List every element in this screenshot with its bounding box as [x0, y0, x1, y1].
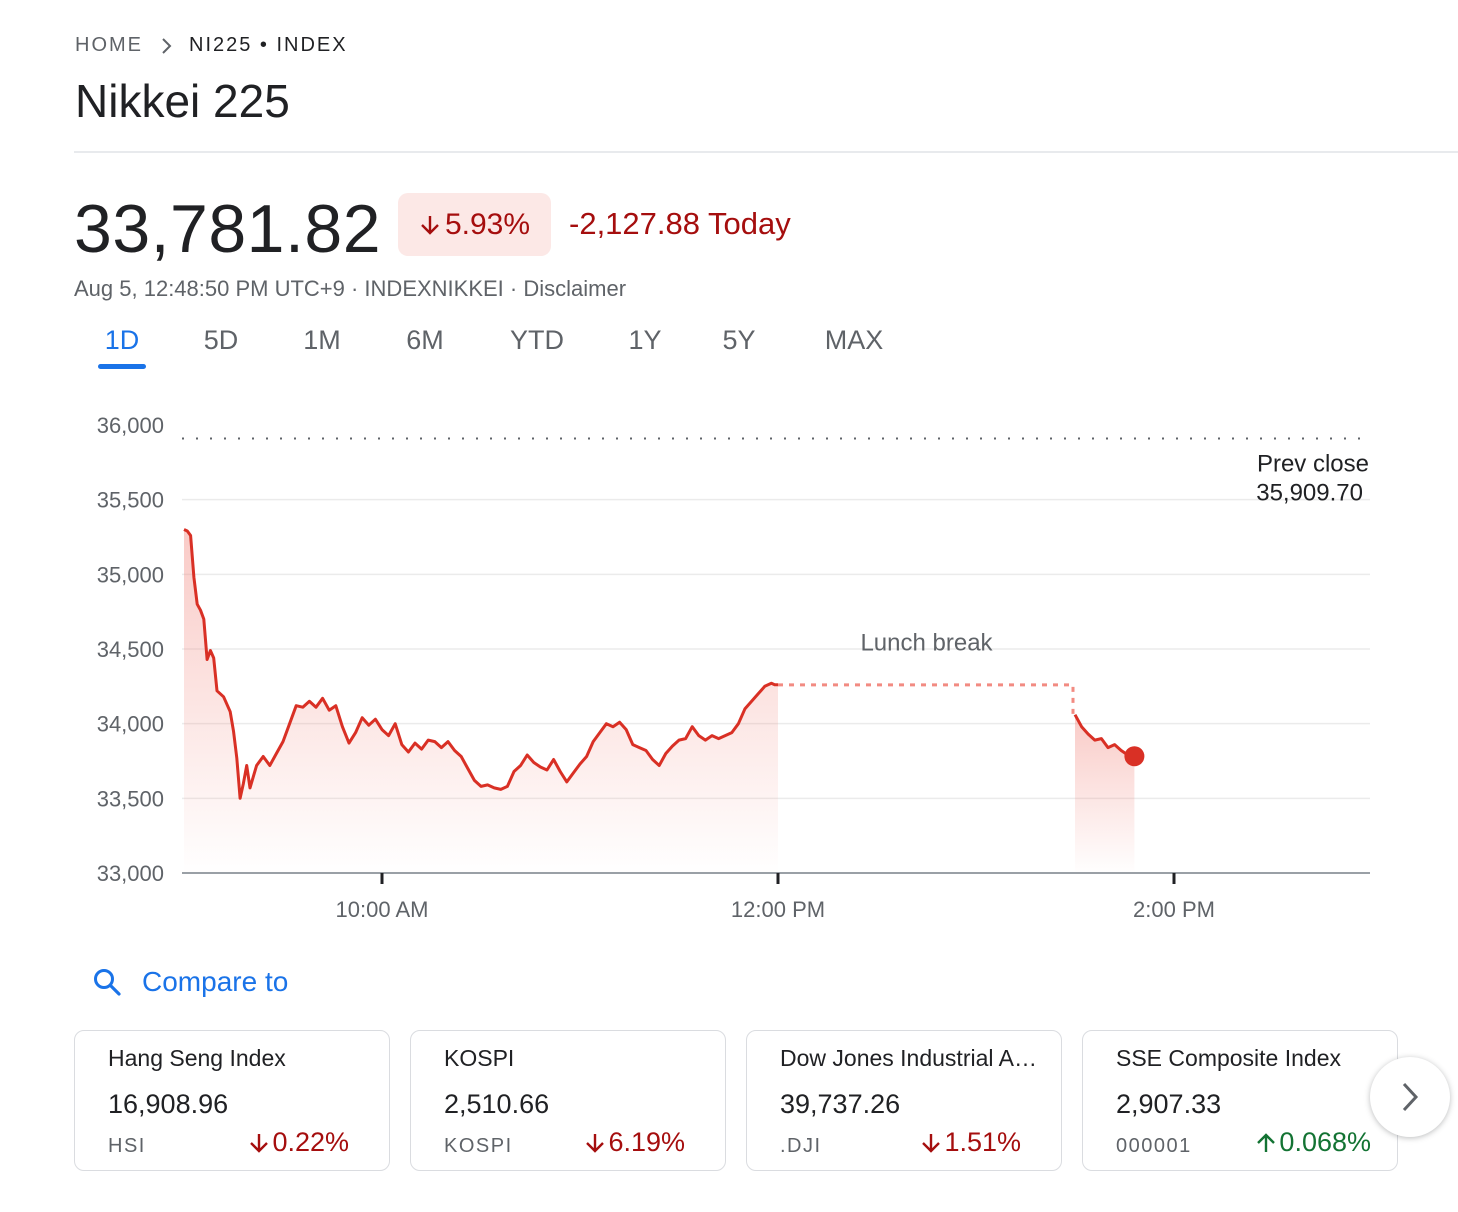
card-change-value: 6.19% [608, 1127, 685, 1157]
card-value: 2,907.33 [1116, 1089, 1222, 1119]
breadcrumb: HOME NI225 • INDEX [75, 34, 348, 57]
chevron-right-icon [159, 35, 175, 57]
next-button[interactable] [1370, 1057, 1450, 1137]
card-change: 0.068% [1255, 1127, 1371, 1158]
compare-to-label: Compare to [142, 966, 289, 997]
percent-change-badge: 5.93% [398, 193, 551, 256]
card-change-value: 1.51% [944, 1127, 1021, 1157]
percent-change-value: 5.93% [444, 207, 531, 241]
card-name: Hang Seng Index [108, 1045, 286, 1071]
tab-5d[interactable]: 5D [203, 325, 239, 355]
search-icon [94, 969, 121, 996]
arrow-down-icon [250, 1133, 269, 1153]
tab-5y[interactable]: 5Y [722, 325, 756, 355]
card-symbol: .DJI [780, 1135, 822, 1157]
last-price-dot [1124, 746, 1145, 767]
morning-price-line [183, 528, 778, 800]
compare-to-button[interactable]: Compare to [92, 966, 288, 998]
prev-close-label: Prev close [1257, 450, 1369, 477]
card-change: 6.19% [584, 1127, 685, 1158]
y-tick-label: 33,000 [97, 861, 164, 886]
y-tick-label: 34,000 [97, 712, 164, 737]
tab-max[interactable]: MAX [824, 325, 884, 355]
x-tick-label: 10:00 AM [336, 897, 429, 922]
tab-6m[interactable]: 6M [406, 325, 444, 355]
tab-ytd[interactable]: YTD [510, 325, 564, 355]
afternoon-area-fill [1075, 714, 1135, 876]
y-tick-label: 36,000 [97, 413, 164, 438]
lunch-break-label: Lunch break [860, 630, 993, 657]
card-change-value: 0.22% [272, 1127, 349, 1157]
breadcrumb-current: NI225 • INDEX [189, 34, 348, 56]
card-value: 16,908.96 [108, 1089, 229, 1119]
card-symbol: KOSPI [444, 1135, 513, 1157]
y-tick-label: 35,000 [97, 562, 164, 587]
card-change: 1.51% [920, 1127, 1021, 1158]
price-chart[interactable]: 36,000 35,500 35,000 34,500 34,000 33,500 33,0… [0, 380, 1458, 940]
current-price: 33,781.82 [74, 191, 382, 267]
y-tick-label: 34,500 [97, 637, 164, 662]
afternoon-price-line [1073, 713, 1135, 758]
morning-area-fill [184, 529, 778, 876]
arrow-up-icon [1257, 1132, 1276, 1152]
related-card-hsi[interactable]: Hang Seng Index 16,908.96 HSI 0.22% [74, 1030, 390, 1171]
card-symbol: HSI [108, 1135, 146, 1157]
card-name: SSE Composite Index [1116, 1045, 1342, 1071]
tab-1m[interactable]: 1M [303, 325, 341, 355]
breadcrumb-home[interactable]: HOME [75, 34, 143, 56]
x-tick-label: 2:00 PM [1133, 897, 1215, 922]
chevron-right-icon [1402, 1082, 1419, 1112]
related-card-sse[interactable]: SSE Composite Index 2,907.33 000001 0.06… [1082, 1030, 1398, 1171]
related-card-dji[interactable]: Dow Jones Industrial A… 39,737.26 .DJI 1… [746, 1030, 1062, 1171]
related-card-kospi[interactable]: KOSPI 2,510.66 KOSPI 6.19% [410, 1030, 726, 1171]
card-name: KOSPI [444, 1045, 515, 1071]
y-tick-label: 33,500 [97, 786, 164, 811]
arrow-down-icon [922, 1133, 941, 1153]
card-value: 39,737.26 [780, 1089, 901, 1119]
active-tab-indicator [98, 364, 146, 369]
change-today: -2,127.88 Today [569, 206, 791, 241]
y-tick-label: 35,500 [97, 488, 164, 513]
tab-1d[interactable]: 1D [104, 325, 140, 355]
prev-close-value: 35,909.70 [1256, 479, 1363, 506]
card-change: 0.22% [248, 1127, 349, 1158]
lunch-break-line [778, 683, 1075, 715]
tab-1y[interactable]: 1Y [628, 325, 662, 355]
x-tick-label: 12:00 PM [731, 897, 825, 922]
card-change-value: 0.068% [1279, 1127, 1371, 1157]
page-title: Nikkei 225 [75, 75, 290, 127]
card-value: 2,510.66 [444, 1089, 550, 1119]
arrow-down-icon [586, 1133, 605, 1153]
card-name: Dow Jones Industrial A… [780, 1045, 1037, 1071]
arrow-down-icon [421, 215, 439, 235]
divider [74, 151, 1458, 153]
card-symbol: 000001 [1116, 1135, 1192, 1157]
quote-meta: Aug 5, 12:48:50 PM UTC+9 · INDEXNIKKEI ·… [74, 276, 627, 301]
